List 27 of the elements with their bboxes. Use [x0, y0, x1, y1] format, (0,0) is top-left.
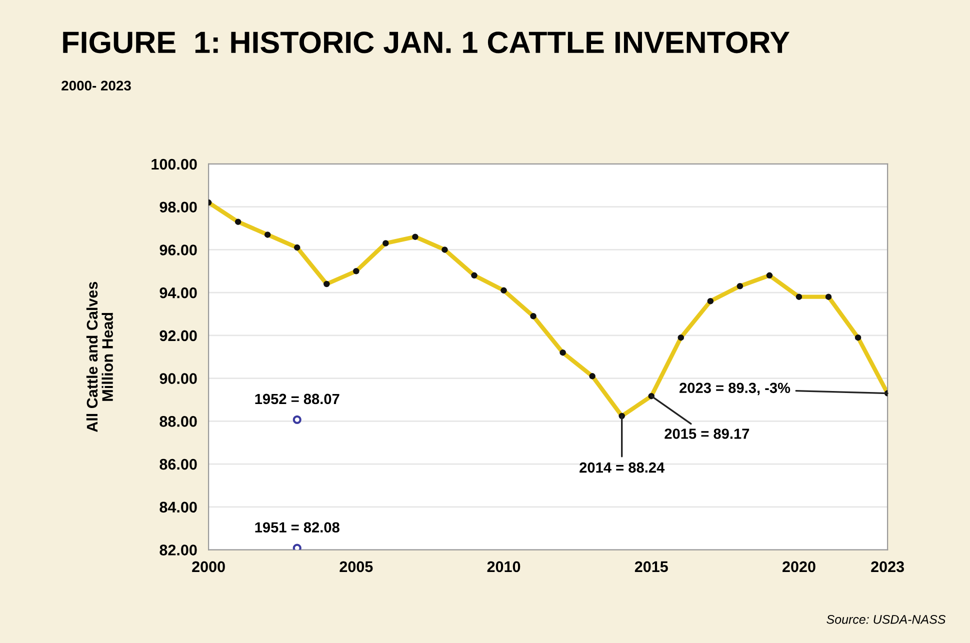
source-note: Source: USDA-NASS — [826, 615, 946, 624]
point — [292, 544, 302, 550]
point — [292, 415, 302, 424]
y-tick-label: 82.00 — [160, 544, 197, 556]
x-tick-label: 2015 — [634, 561, 668, 572]
x-tick-label: 2020 — [782, 561, 816, 572]
x-tick-label: 2023 — [871, 561, 904, 572]
y-tick-label: 100.00 — [152, 158, 197, 170]
annotation: 1952 = 88.07 — [255, 394, 340, 404]
annotation: 2014 = 88.24 — [580, 462, 665, 473]
y-tick-label: 94.00 — [160, 287, 197, 298]
chart-title: FIGURE 1: HISTORIC JAN. 1 CATTLE INVENTORY — [63, 32, 790, 54]
y-tick-label: 88.00 — [160, 416, 197, 427]
annotation: 2015 = 89.17 — [664, 428, 750, 439]
annotation: 2023 = 89.3, -3% — [680, 382, 790, 396]
y-tick-label: 86.00 — [160, 458, 197, 470]
y-tick-label: 98.00 — [160, 202, 197, 213]
y-axis-title: All Cattle and Calves Million Head — [86, 282, 113, 432]
y-tick-label: 84.00 — [160, 502, 197, 513]
y-tick-label: 92.00 — [160, 330, 197, 342]
x-tick-label: 2005 — [340, 561, 373, 572]
y-tick-label: 90.00 — [160, 373, 197, 384]
y-tick-label: 96.00 — [160, 244, 197, 256]
annotation: 1951 = 82.08 — [255, 522, 340, 533]
x-tick-label: 2010 — [487, 561, 520, 572]
x-tick-label: 2000 — [192, 561, 225, 572]
text: 2000- 2023 — [62, 80, 131, 91]
